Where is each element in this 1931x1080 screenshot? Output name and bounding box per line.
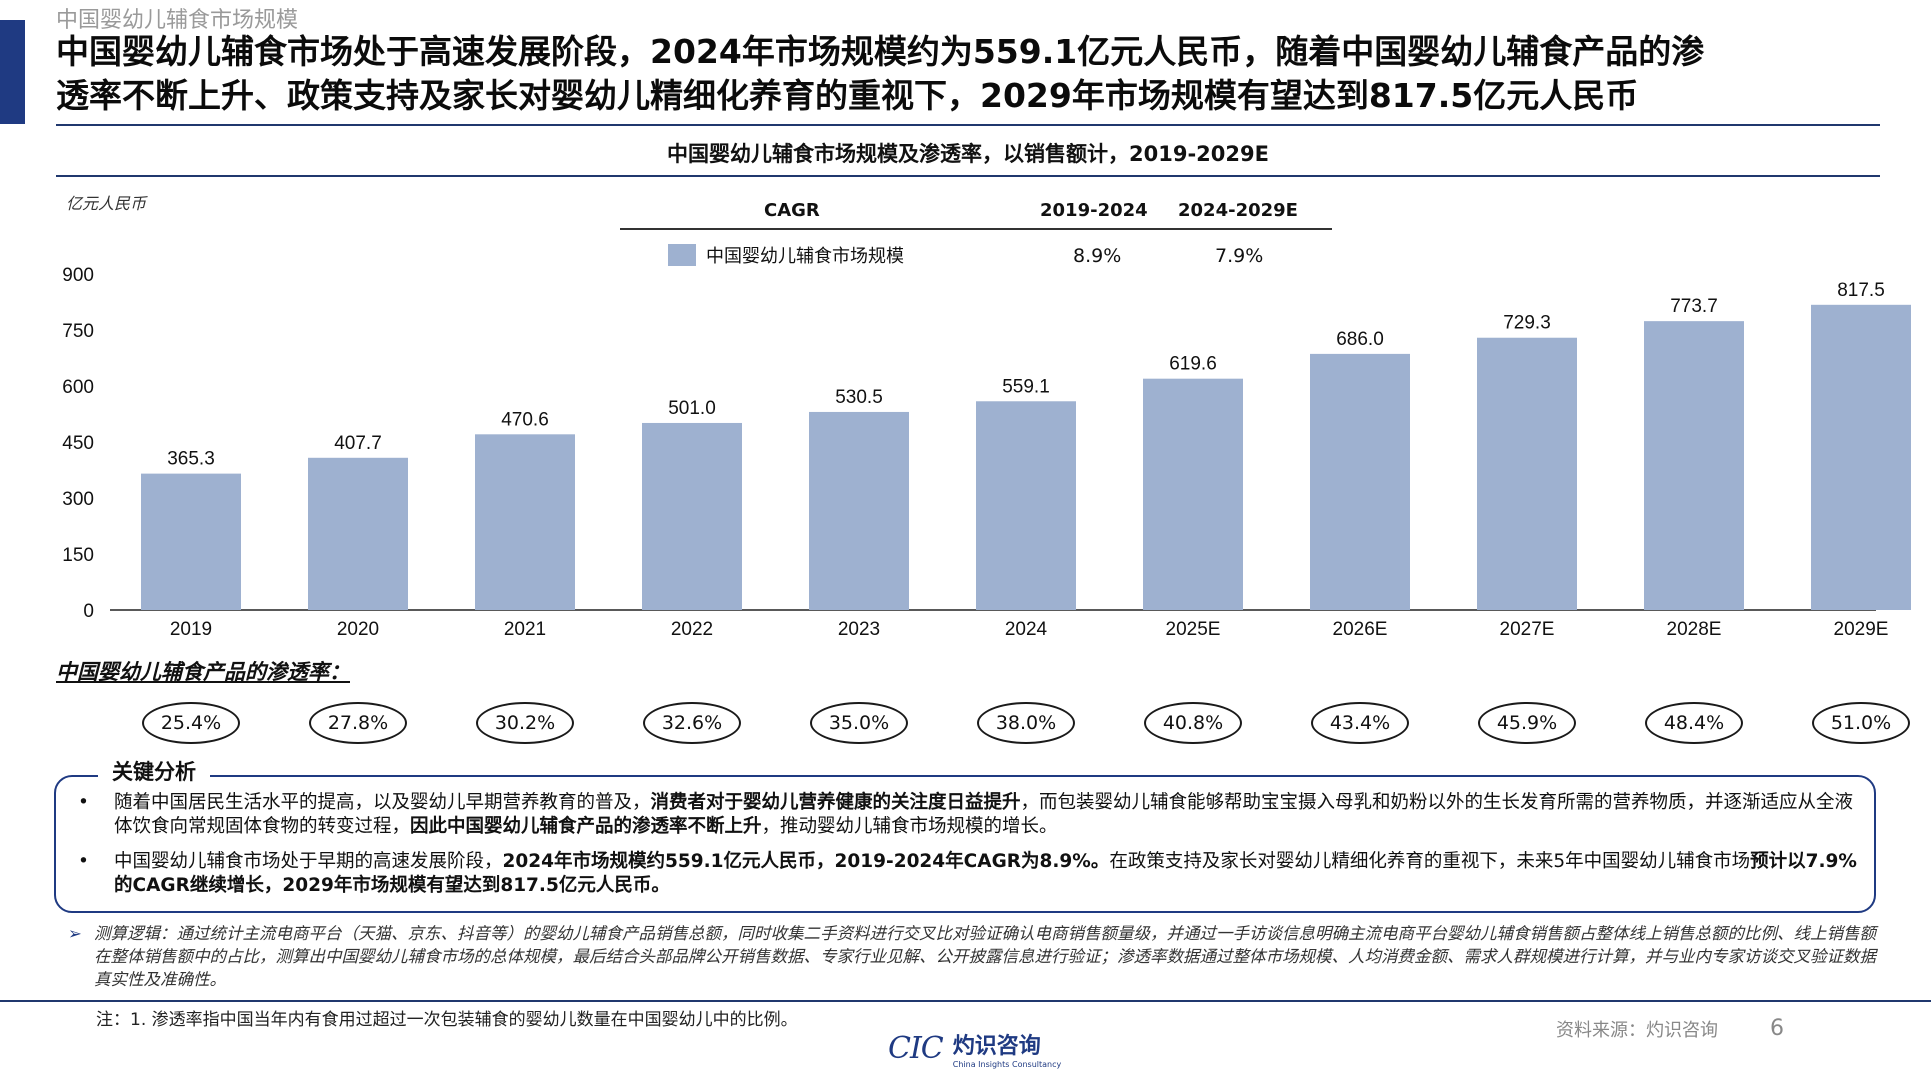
text: 随着中国居民生活水平的提高，以及婴幼儿早期营养教育的普及， [114,792,651,813]
logo-en: China Insights Consultancy [952,1060,1062,1069]
penetration-rate-badge: 38.0% [977,702,1075,744]
penetration-rate-badge: 32.6% [643,702,741,744]
footer-divider [0,1000,1931,1002]
x-tick-label: 2020 [337,619,379,640]
bar [1644,321,1744,610]
header-divider [56,124,1880,126]
chart-title: 中国婴幼儿辅食市场规模及渗透率，以销售额计，2019-2029E [667,142,1269,166]
bar [1477,337,1577,610]
y-tick-label: 150 [62,545,94,566]
x-tick-label: 2028E [1667,619,1722,640]
cic-logo: CIC 灼识咨询 China Insights Consultancy [888,1028,1061,1069]
bar [141,473,241,610]
bar-value-label: 470.6 [501,409,549,430]
methodology-note: ➢ 测算逻辑：通过统计主流电商平台（天猫、京东、抖音等）的婴幼儿辅食产品销售总额… [68,922,1878,991]
accent-bar [0,20,25,124]
y-tick-label: 300 [62,489,94,510]
bar [642,422,742,610]
footnote: 注：1. 渗透率指中国当年内有食用过超过一次包装辅食的婴幼儿数量在中国婴幼儿中的… [96,1010,798,1030]
text: ，推动婴幼儿辅食市场规模的增长。 [761,816,1058,837]
text: ，而包装婴幼儿辅食能够帮助宝宝摄入母乳和奶粉以外的生长发育所需的营养物质，并逐渐… [114,792,1854,837]
bar-value-label: 407.7 [334,433,382,454]
bar-value-label: 619.6 [1169,354,1217,375]
penetration-rate-badge: 48.4% [1645,702,1743,744]
y-tick-label: 450 [62,433,94,454]
bar [1811,304,1911,610]
bar [809,411,909,610]
text-bold: 预计以7.9%的CAGR继续增长，2029年市场规模有望达到817.5亿元人民币… [114,851,1857,896]
cagr-period-2: 2024-2029E [1178,200,1298,221]
penetration-rate-badge: 25.4% [142,702,240,744]
section-label: 中国婴幼儿辅食市场规模 [56,8,299,33]
x-tick-label: 2024 [1005,619,1048,640]
bar-value-label: 729.3 [1503,313,1551,334]
bar [1310,353,1410,610]
headline-line-2: 透率不断上升、政策支持及家长对婴幼儿精细化养育的重视下，2029年市场规模有望达… [56,76,1639,115]
bar-value-label: 501.0 [668,398,716,419]
penetration-rate-badge: 51.0% [1812,702,1910,744]
bar-chart: 0 150 300 450 600 750 900 365.3 2019 407.7 2020 470… [62,265,1911,640]
bar-value-label: 686.0 [1336,329,1384,350]
key-analysis-box: • 随着中国居民生活水平的提高，以及婴幼儿早期营养教育的普及，消费者对于婴幼儿营… [54,775,1876,913]
penetration-rate-badge: 27.8% [309,702,407,744]
x-tick-label: 2027E [1500,619,1555,640]
x-tick-label: 2025E [1166,619,1221,640]
arrow-right-icon: ➢ [68,924,82,943]
bar [1143,378,1243,610]
bar-value-label: 365.3 [167,449,215,470]
cagr-value-1: 8.9% [1073,245,1122,267]
penetration-rate-badge: 43.4% [1311,702,1409,744]
chart-title-divider [56,175,1880,177]
bar [308,457,408,610]
methodology-text: 测算逻辑：通过统计主流电商平台（天猫、京东、抖音等）的婴幼儿辅食产品销售总额，同… [94,924,1876,989]
legend-swatch [668,244,696,266]
analysis-bullet-2: • 中国婴幼儿辅食市场处于早期的高速发展阶段，2024年市场规模约559.1亿元… [78,850,1868,898]
text-bold: 因此中国婴幼儿辅食产品的渗透率不断上升 [410,816,762,837]
analysis-bullet-1: • 随着中国居民生活水平的提高，以及婴幼儿早期营养教育的普及，消费者对于婴幼儿营… [78,791,1868,839]
logo-cn: 灼识咨询 [952,1034,1041,1059]
bar [976,401,1076,610]
bar-value-label: 773.7 [1670,296,1718,317]
bullet-dot-icon: • [78,851,89,872]
chart-legend: 中国婴幼儿辅食市场规模 [668,242,904,268]
bar-value-label: 559.1 [1002,376,1050,397]
y-tick-label: 600 [62,377,94,398]
y-tick-label: 750 [62,321,94,342]
cagr-header: CAGR [764,200,820,221]
text: 中国婴幼儿辅食市场处于早期的高速发展阶段， [114,851,503,872]
page-headline: 中国婴幼儿辅食市场处于高速发展阶段，2024年市场规模约为559.1亿元人民币，… [56,30,1886,118]
x-tick-label: 2019 [170,619,212,640]
x-tick-label: 2022 [671,619,713,640]
key-analysis-title: 关键分析 [98,756,210,786]
text-bold: 2024年市场规模约559.1亿元人民币，2019-2024年CAGR为8.9%… [502,851,1110,872]
penetration-rate-badge: 40.8% [1144,702,1242,744]
page-number: 6 [1770,1016,1784,1041]
penetration-title: 中国婴幼儿辅食产品的渗透率： [56,660,350,684]
cagr-value-2: 7.9% [1215,245,1264,267]
legend-label: 中国婴幼儿辅食市场规模 [706,246,904,267]
y-axis-unit: 亿元人民币 [66,194,147,213]
cagr-divider [620,228,1332,230]
penetration-rate-badge: 45.9% [1478,702,1576,744]
x-tick-label: 2021 [504,619,546,640]
logo-mark: CIC [888,1031,944,1066]
bar-value-label: 817.5 [1837,280,1885,301]
y-tick-label: 900 [62,265,94,286]
bullet-dot-icon: • [78,792,89,813]
source-note: 资料来源：灼识咨询 [1556,1020,1718,1041]
cagr-period-1: 2019-2024 [1040,200,1148,221]
bar-value-label: 530.5 [835,387,883,408]
penetration-rate-badge: 35.0% [810,702,908,744]
x-tick-label: 2026E [1333,619,1388,640]
penetration-rate-badge: 30.2% [476,702,574,744]
x-tick-label: 2029E [1834,619,1889,640]
headline-line-1: 中国婴幼儿辅食市场处于高速发展阶段，2024年市场规模约为559.1亿元人民币，… [56,32,1705,71]
text-bold: 消费者对于婴幼儿营养健康的关注度日益提升 [650,792,1021,813]
y-tick-label: 0 [83,601,94,622]
bar [475,434,575,610]
text: 在政策支持及家长对婴幼儿精细化养育的重视下，未来5年中国婴幼儿辅食市场 [1109,851,1751,872]
x-tick-label: 2023 [838,619,880,640]
